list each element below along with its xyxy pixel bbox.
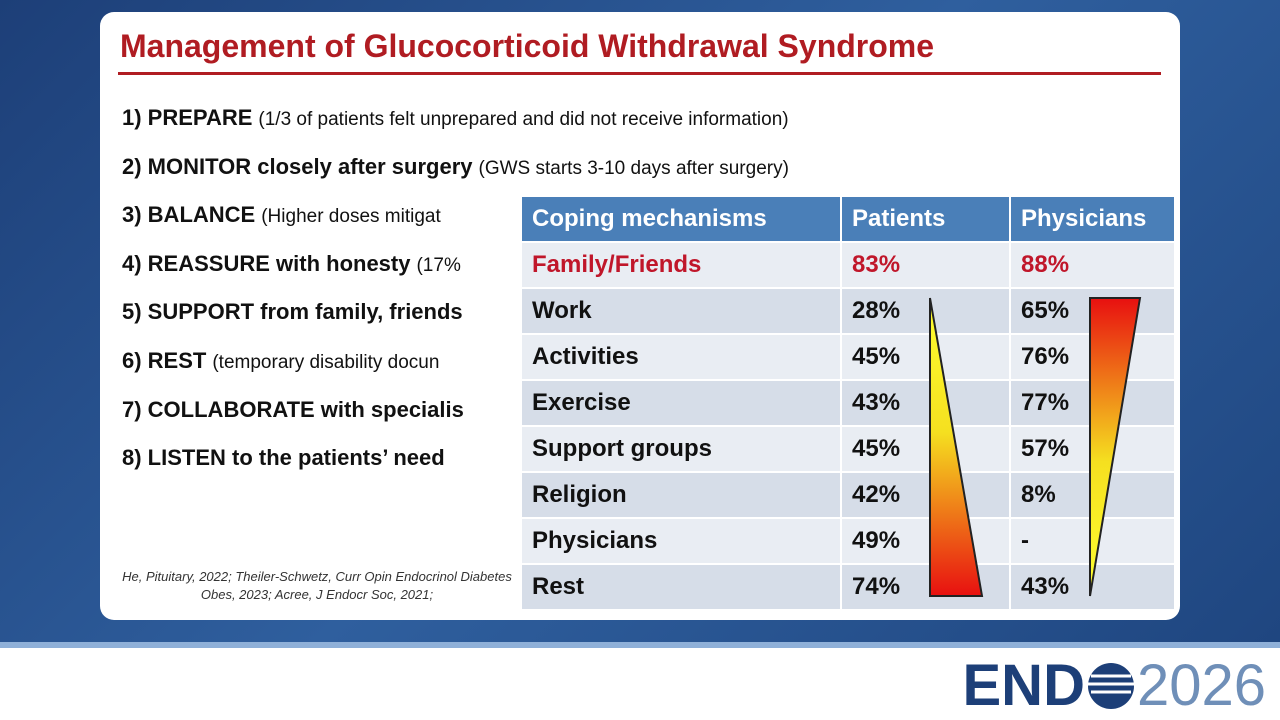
item-heading: 1) PREPARE <box>122 105 253 130</box>
cell: Physicians <box>520 517 842 565</box>
cell: 28% <box>840 287 1011 335</box>
logo-right: 2026 <box>1136 653 1266 718</box>
header-cell: Coping mechanisms <box>520 195 842 243</box>
cell: 42% <box>840 471 1011 519</box>
table-row: Activities 45% 76% <box>520 333 1176 381</box>
item-heading: 4) REASSURE with honesty <box>122 250 411 276</box>
cell: 45% <box>840 425 1011 473</box>
item-heading: 3) BALANCE <box>122 202 256 228</box>
table-row: Rest 74% 43% <box>520 563 1176 611</box>
list-item: 8) LISTEN to the patients’ need <box>122 445 445 471</box>
cell: 45% <box>840 333 1011 381</box>
logo-globe <box>1087 662 1134 709</box>
table-row: Support groups 45% 57% <box>520 425 1176 473</box>
item-heading: 5) SUPPORT from family, friends <box>122 299 463 325</box>
physicians-triangle <box>1089 297 1142 597</box>
list-item: 4) REASSURE with honesty (17% <box>122 251 461 277</box>
cell: 88% <box>1009 241 1176 289</box>
cell: 74% <box>840 563 1011 611</box>
stripe <box>0 642 1280 648</box>
list-item: 1) PREPARE (1/3 of patients felt unprepar… <box>122 105 789 131</box>
cell: Work <box>520 287 842 335</box>
cell: Religion <box>520 471 842 519</box>
item-heading: 6) REST <box>122 348 207 373</box>
item-note: (Higher doses mitigat <box>261 206 441 228</box>
item-heading: 8) LISTEN to the patients’ need <box>122 445 445 471</box>
list-item: 3) BALANCE (Higher doses mitigat <box>122 202 441 228</box>
cell: Support groups <box>520 425 842 473</box>
slide-title: Management of Glucocorticoid Withdrawal … <box>120 28 935 64</box>
title-rule <box>118 72 1161 75</box>
patients-triangle <box>929 297 984 597</box>
cell: Rest <box>520 563 842 611</box>
list-item: 6) REST (temporary disability docun <box>122 348 439 374</box>
logo: END 2026 <box>963 652 1267 719</box>
item-heading: 7) COLLABORATE with specialis <box>122 396 464 422</box>
list-item: 7) COLLABORATE with specialis <box>122 397 464 423</box>
cell: 49% <box>840 517 1011 565</box>
table-row: Family/Friends 83% 88% <box>520 241 1176 289</box>
item-note: (1/3 of patients felt unprepared and did… <box>258 109 789 130</box>
item-note: (GWS starts 3-10 days after surgery) <box>478 157 789 179</box>
header-cell: Physicians <box>1009 195 1176 243</box>
list-item: 5) SUPPORT from family, friends <box>122 299 463 325</box>
cell: 43% <box>840 379 1011 427</box>
item-note: (17% <box>416 254 461 276</box>
cell: Activities <box>520 333 842 381</box>
cell: Exercise <box>520 379 842 427</box>
citation: He, Pituitary, 2022; Theiler-Schwetz, Cu… <box>122 569 512 602</box>
cell: 83% <box>840 241 1011 289</box>
list-item: 2) MONITOR closely after surgery (GWS sta… <box>122 154 789 180</box>
logo-left: END <box>962 653 1085 718</box>
cell: Family/Friends <box>520 241 842 289</box>
header-cell: Patients <box>840 195 1011 243</box>
item-note: (temporary disability docun <box>212 352 440 373</box>
item-heading: 2) MONITOR closely after surgery <box>122 153 473 179</box>
